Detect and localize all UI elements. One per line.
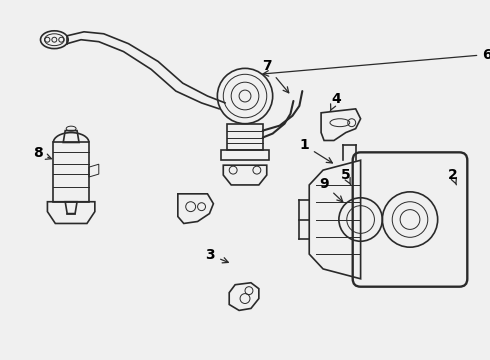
Text: 8: 8 bbox=[33, 146, 51, 160]
Text: 5: 5 bbox=[341, 168, 351, 185]
Text: 3: 3 bbox=[206, 248, 228, 263]
Text: 7: 7 bbox=[262, 59, 289, 93]
Text: 4: 4 bbox=[330, 92, 341, 111]
Text: 9: 9 bbox=[319, 177, 343, 202]
Text: 2: 2 bbox=[447, 168, 457, 185]
Text: 6: 6 bbox=[263, 48, 490, 76]
Text: 1: 1 bbox=[299, 139, 332, 163]
